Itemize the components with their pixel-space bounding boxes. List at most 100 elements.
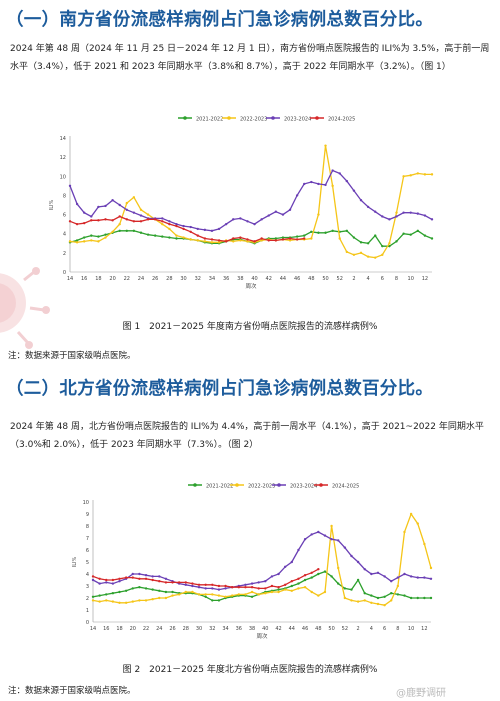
legend-label: 2024-2025 [332,484,359,490]
x-tick-label: 18 [95,276,101,282]
y-axis-label: ILI% [49,200,55,211]
data-point [416,172,420,175]
data-point [310,230,313,233]
data-point [164,596,168,600]
data-point [383,575,386,578]
data-point [359,241,363,244]
data-point [253,222,256,226]
data-point [390,599,393,602]
data-point [138,599,141,602]
data-point [175,237,178,240]
data-point [146,218,150,221]
x-tick-label: 20 [130,626,136,632]
data-point [90,234,93,237]
data-point [350,599,353,602]
data-point [75,241,79,244]
data-point [402,232,405,235]
data-point [118,222,121,226]
data-point [264,587,267,590]
data-point [138,577,141,580]
data-point [217,241,221,244]
data-point [250,586,254,589]
data-point [132,220,136,223]
data-point [423,542,426,546]
data-point [376,602,380,606]
section1-paragraph: 2024 年第 48 周（2024 年 11 月 25 日－2024 年 12 … [10,44,490,72]
data-point [104,233,107,236]
data-point [323,534,327,537]
data-point [132,211,136,214]
y-tick-label: 5 [86,560,89,566]
north-ili-chart: 2021-2022 2022-2023 2023-2024 2024-20250123… [72,483,433,640]
data-point [175,234,178,237]
data-point [197,586,201,589]
data-point [196,234,199,237]
data-point [189,230,192,233]
series-2021-2022 [68,229,434,248]
x-tick-label: 12 [422,276,428,282]
data-point [423,173,427,176]
legend-marker [235,483,239,487]
data-point [161,217,164,220]
x-tick-label: 10 [408,626,414,632]
legend-marker [319,483,323,487]
data-point [168,220,171,223]
x-tick-label: 36 [236,626,242,632]
legend-label: 2024-2025 [328,117,355,123]
data-point [90,215,93,218]
data-point [295,235,299,238]
data-point [388,244,391,248]
data-point [125,218,128,221]
data-point [144,577,148,580]
data-point [168,236,171,239]
x-tick-label: 30 [196,626,202,632]
data-point [68,184,72,188]
data-point [82,221,86,225]
data-point [118,577,121,580]
x-tick-label: 40 [262,626,268,632]
x-tick-label: 50 [328,626,334,632]
data-point [416,576,419,579]
section2-note: 注：数据来源于国家级哨点医院。 [8,686,136,696]
x-tick-label: 46 [294,276,300,282]
data-point [324,183,327,187]
data-point [184,581,187,584]
data-point [290,584,294,588]
data-point [260,237,263,240]
data-point [232,218,235,221]
data-point [68,220,72,223]
data-point [267,214,270,217]
data-point [175,224,178,228]
data-point [343,596,347,600]
data-point [111,199,114,202]
data-point [264,592,267,595]
series-2023-2024 [91,530,433,591]
data-point [144,587,148,590]
data-point [111,578,115,582]
data-point [383,604,386,607]
data-point [124,576,128,579]
data-point [290,589,294,592]
section1-caption: 图 1 2021－2025 年度南方省份哨点医院报告的流感样病例% [122,322,378,332]
data-point [90,219,93,222]
x-tick-label: 18 [116,626,122,632]
y-tick-label: 4 [63,232,66,238]
data-point [197,583,201,586]
data-point [281,213,285,216]
data-point [168,227,171,231]
data-point [395,240,398,243]
x-tick-label: 50 [322,276,328,282]
data-point [139,208,143,211]
data-point [323,590,327,594]
data-point [125,229,128,233]
data-point [91,595,95,598]
data-point [230,586,234,589]
data-point [189,225,192,229]
data-point [158,580,161,583]
data-point [82,211,86,214]
data-point [303,586,307,589]
data-point [390,592,393,595]
series-line [69,215,305,243]
data-point [131,576,134,579]
data-point [239,217,242,220]
